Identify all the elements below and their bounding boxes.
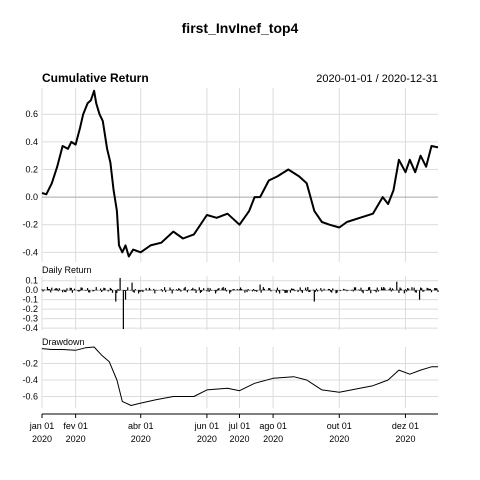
drawdown-panel-title: Drawdown [42, 337, 85, 347]
y-tick-label: 0.6 [25, 109, 38, 119]
x-tick-month-label: jan 01 [29, 421, 55, 431]
y-tick-label: 0.0 [25, 192, 38, 202]
x-tick-year-label: 2020 [395, 434, 415, 444]
x-tick-month-label: jun 01 [194, 421, 220, 431]
daily-y-tick-label: 0.1 [25, 276, 38, 286]
x-tick-year-label: 2020 [263, 434, 283, 444]
y-tick-label: -0.2 [22, 220, 38, 230]
drawdown-y-tick-label: -0.4 [22, 375, 38, 385]
cumulative-return-line [41, 89, 439, 258]
drawdown-line [41, 346, 438, 406]
daily-y-tick-label: -0.2 [22, 304, 38, 314]
cumulative-panel-title: Cumulative Return [42, 71, 149, 85]
y-tick-label: 0.4 [25, 137, 38, 147]
daily-y-tick-label: -0.1 [22, 295, 38, 305]
x-tick-year-label: 2020 [131, 434, 151, 444]
x-tick-year-label: 2020 [229, 434, 249, 444]
x-tick-year-label: 2020 [197, 434, 217, 444]
x-tick-month-label: fev 01 [63, 421, 88, 431]
daily-y-tick-label: 0.0 [25, 285, 38, 295]
drawdown-y-tick-label: -0.2 [22, 358, 38, 368]
y-tick-label: 0.2 [25, 164, 38, 174]
x-tick-month-label: dez 01 [392, 421, 419, 431]
daily-panel-title: Daily Return [42, 265, 92, 275]
daily-y-tick-label: -0.4 [22, 323, 38, 333]
drawdown-y-tick-label: -0.6 [22, 391, 38, 401]
x-tick-year-label: 2020 [32, 434, 52, 444]
date-range-label: 2020-01-01 / 2020-12-31 [316, 73, 438, 85]
y-tick-label: -0.4 [22, 247, 38, 257]
daily-y-tick-label: -0.3 [22, 314, 38, 324]
x-tick-month-label: out 01 [327, 421, 352, 431]
x-tick-month-label: ago 01 [259, 421, 287, 431]
x-tick-month-label: abr 01 [128, 421, 154, 431]
x-tick-year-label: 2020 [329, 434, 349, 444]
chart-title: first_InvInef_top4 [182, 20, 299, 36]
x-tick-month-label: jul 01 [228, 421, 251, 431]
x-tick-year-label: 2020 [66, 434, 86, 444]
